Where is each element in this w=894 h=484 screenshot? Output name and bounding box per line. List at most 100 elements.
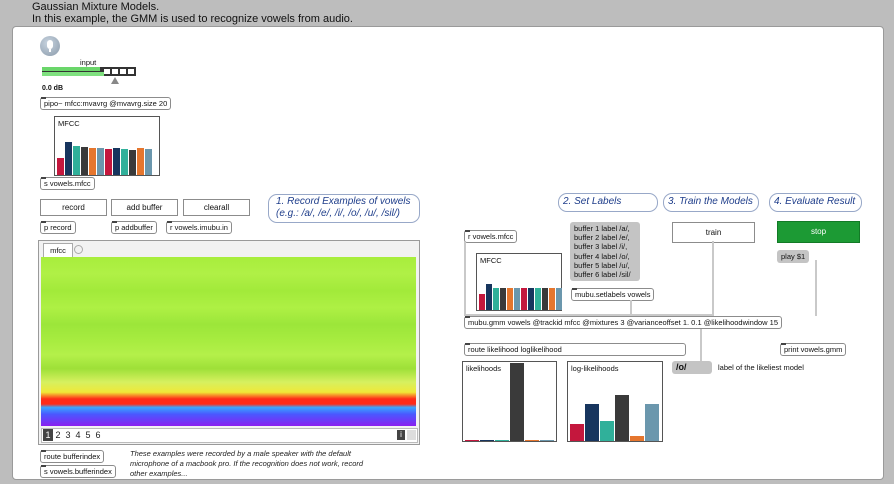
set-labels-message[interactable]: buffer 1 label /a/, buffer 2 label /e/, … xyxy=(570,222,640,282)
bar-2 xyxy=(65,142,72,175)
microphone-icon xyxy=(47,40,53,49)
bar-6 xyxy=(97,148,104,175)
bar-7 xyxy=(105,149,112,175)
mfcc-right-bars xyxy=(477,254,562,310)
mfcc-plot-left: MFCC xyxy=(54,116,160,176)
r-imubu-object[interactable]: r vowels.imubu.in xyxy=(166,221,232,234)
step4-comment: 4. Evaluate Result xyxy=(774,196,856,207)
input-label: input xyxy=(80,58,97,67)
likelihoods-label: likelihoods xyxy=(466,364,502,373)
bar-9 xyxy=(535,288,541,310)
mfcc-plot-right: MFCC xyxy=(476,253,562,311)
record-button[interactable]: record xyxy=(40,199,107,216)
bar-4 xyxy=(81,147,88,175)
info-button[interactable]: i xyxy=(397,430,405,440)
route-bufferindex-object[interactable]: route bufferindex xyxy=(40,450,105,463)
buffer-number-4[interactable]: 4 xyxy=(75,430,81,440)
bar-9 xyxy=(121,149,128,175)
bar-11 xyxy=(137,148,144,175)
bar-2 xyxy=(585,404,599,441)
bar-3 xyxy=(73,146,80,175)
add-buffer-button[interactable]: add buffer xyxy=(111,199,178,216)
route-likelihood-object[interactable]: route likelihood loglikelihood xyxy=(464,343,686,356)
bar-8 xyxy=(528,288,534,310)
print-gmm-object[interactable]: print vowels.gmm xyxy=(780,343,847,356)
step2-comment: 2. Set Labels xyxy=(563,196,622,207)
note-line-2: microphone of a macbook pro. If the reco… xyxy=(130,459,364,468)
s-bufferindex-object[interactable]: s vowels.bufferindex xyxy=(40,465,116,478)
menu-icon[interactable] xyxy=(407,430,416,440)
bar-10 xyxy=(129,150,136,175)
microphone-button[interactable] xyxy=(40,36,60,56)
step3-comment: 3. Train the Models xyxy=(668,196,753,207)
bar-6 xyxy=(645,404,659,441)
note-line-1: These examples were recorded by a male s… xyxy=(130,449,351,458)
p-record-object[interactable]: p record xyxy=(40,221,76,234)
bar-12 xyxy=(145,149,152,175)
bar-2 xyxy=(486,284,492,310)
send-mfcc-object[interactable]: s vowels.mfcc xyxy=(40,177,95,190)
bar-6 xyxy=(540,440,554,441)
bar-1 xyxy=(465,440,479,441)
bar-5 xyxy=(525,440,539,441)
buffer-number-2[interactable]: 2 xyxy=(55,430,61,440)
mfcc-plot-left-label: MFCC xyxy=(58,119,80,128)
r-mfcc-object[interactable]: r vowels.mfcc xyxy=(464,230,518,243)
p-addbuffer-object[interactable]: p addbuffer xyxy=(111,221,157,234)
bar-2 xyxy=(480,440,494,441)
likeliest-comment: label of the likeliest model xyxy=(718,363,804,372)
likelihoods-plot: likelihoods xyxy=(462,361,557,442)
imubu-tab-mfcc[interactable]: mfcc xyxy=(43,243,73,257)
bar-1 xyxy=(479,294,485,310)
bar-5 xyxy=(507,288,513,310)
patch-subtitle: In this example, the GMM is used to reco… xyxy=(32,13,353,25)
step1-example-comment: (e.g.: /a/, /e/, /i/, /o/, /u/, /sil/) xyxy=(276,208,400,219)
bar-4 xyxy=(510,363,524,441)
likelihood-bars xyxy=(463,362,556,441)
mfcc-display[interactable] xyxy=(41,257,416,426)
level-slider-handle[interactable] xyxy=(111,77,119,84)
step1-comment: 1. Record Examples of vowels xyxy=(276,196,411,207)
bar-4 xyxy=(615,395,629,441)
step2-comment-bubble xyxy=(558,193,658,212)
bar-6 xyxy=(514,288,520,310)
level-readout: 0.0 dB xyxy=(42,85,64,92)
tab-settings-icon[interactable] xyxy=(74,245,83,254)
pipo-mfcc-object[interactable]: pipo~ mfcc:mvavrg @mvavrg.size 20 xyxy=(40,97,172,110)
bar-5 xyxy=(89,148,96,175)
input-level-fill xyxy=(42,67,100,71)
mfcc-plot-right-label: MFCC xyxy=(480,256,502,265)
buffer-number-1[interactable]: 1 xyxy=(43,429,53,441)
setlabels-object[interactable]: mubu.setlabels vowels xyxy=(571,288,655,301)
mfcc-left-bars xyxy=(55,117,159,175)
step4-comment-bubble xyxy=(769,193,862,212)
result-label-message[interactable]: /o/ xyxy=(672,361,712,375)
bar-5 xyxy=(630,436,644,441)
label-line-2: buffer 2 label /e/, xyxy=(574,233,630,243)
buffer-number-3[interactable]: 3 xyxy=(65,430,71,440)
bar-11 xyxy=(549,288,555,310)
play-message[interactable]: play $1 xyxy=(777,250,810,264)
clearall-button[interactable]: clearall xyxy=(183,199,250,216)
bar-1 xyxy=(570,424,584,441)
bar-4 xyxy=(500,288,506,310)
label-line-6: buffer 6 label /sil/ xyxy=(574,270,631,280)
bar-3 xyxy=(600,421,614,441)
bar-3 xyxy=(493,288,499,310)
step1-comment-bubble xyxy=(268,194,420,223)
mubu-gmm-object[interactable]: mubu.gmm vowels @trackid mfcc @mixtures … xyxy=(464,316,783,329)
log-likelihoods-label: log-likelihoods xyxy=(571,364,619,373)
input-level-meter[interactable] xyxy=(42,67,136,76)
train-button[interactable]: train xyxy=(672,222,755,243)
buffer-number-6[interactable]: 6 xyxy=(95,430,101,440)
label-line-4: buffer 4 label /o/, xyxy=(574,251,630,261)
buffer-number-5[interactable]: 5 xyxy=(85,430,91,440)
patch-title: Gaussian Mixture Models. xyxy=(32,1,160,13)
step3-comment-bubble xyxy=(663,193,759,212)
bar-12 xyxy=(556,288,562,310)
stop-button[interactable]: stop xyxy=(777,221,860,243)
bar-3 xyxy=(495,440,509,441)
